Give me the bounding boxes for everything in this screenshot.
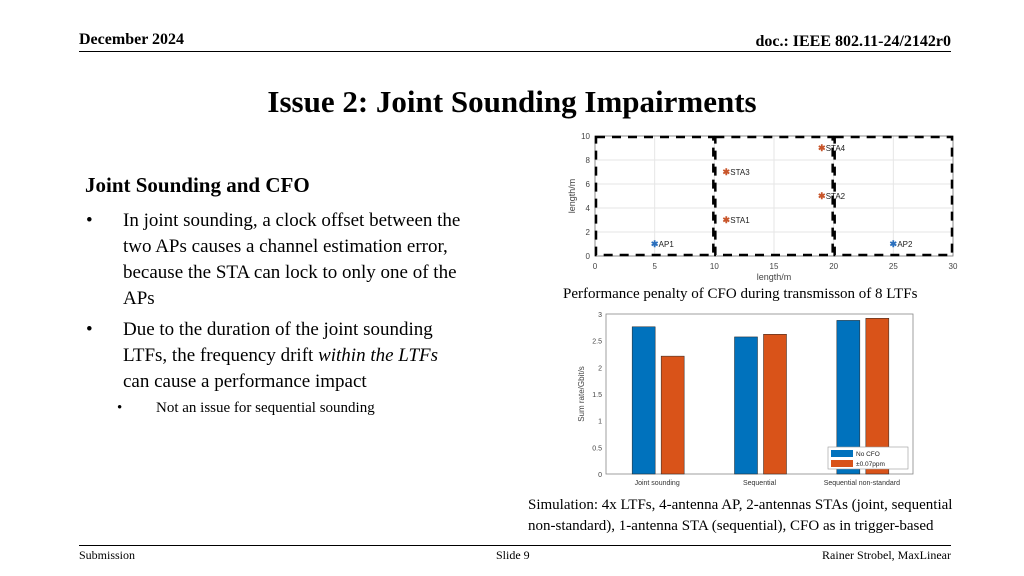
header-date: December 2024: [79, 31, 184, 48]
bar: [865, 318, 890, 475]
point-marker: ✱: [722, 215, 730, 225]
y-tick-label: 4: [586, 204, 591, 213]
x-tick-label: 30: [949, 262, 958, 271]
bullet-2-line-2: LTFs, the frequency drift within the LTF…: [123, 343, 523, 369]
bullet-2-line-3: can cause a performance impact: [123, 371, 367, 392]
y-tick-label: 3: [598, 312, 602, 319]
point-label: STA2: [826, 192, 846, 201]
category-label: Sequential non-standard: [824, 480, 900, 487]
category-label: Sequential: [743, 480, 777, 487]
point-marker: ✱: [722, 167, 730, 177]
caption-bottom: Simulation: 4x LTFs, 4-antenna AP, 2-ant…: [528, 495, 952, 537]
slide-title: Issue 2: Joint Sounding Impairments: [267, 84, 757, 119]
bar: [631, 326, 656, 475]
legend-swatch: [831, 450, 853, 457]
bullet-1: In joint sounding, a clock offset betwee…: [123, 208, 523, 312]
bar: [734, 336, 758, 475]
sub-bullet: Not an issue for sequential sounding: [156, 400, 375, 416]
caption-top: Performance penalty of CFO during transm…: [563, 286, 918, 302]
x-tick-label: 20: [829, 262, 838, 271]
footer-slide-number: Slide 9: [496, 548, 530, 562]
dashed-region: [833, 135, 954, 257]
footer-rule: [79, 545, 951, 546]
bullet-2: Due to the duration of the joint soundin…: [123, 317, 523, 395]
y-tick-label: 10: [581, 132, 590, 141]
bullet-2-line-1: Due to the duration of the joint soundin…: [123, 319, 433, 340]
bullet-2-italic: within the LTFs: [318, 345, 439, 366]
section-title: Joint Sounding and CFO: [85, 173, 310, 197]
y-tick-label: 2: [586, 228, 591, 237]
bullet-1-line-3: because the STA can lock to only one of …: [123, 262, 457, 283]
point-label: STA3: [730, 168, 750, 177]
legend-label: ±0.07ppm: [856, 461, 885, 468]
y-tick-label: 0.5: [592, 445, 602, 452]
bar: [660, 355, 685, 475]
y-tick-label: 1.5: [592, 392, 602, 399]
point-marker: ✱: [651, 239, 659, 249]
legend-swatch: [831, 460, 853, 467]
legend-label: No CFO: [856, 451, 880, 458]
x-tick-label: 0: [593, 262, 598, 271]
caption-bottom-line-2: non-standard), 1-antenna STA (sequential…: [528, 518, 934, 534]
y-tick-label: 2.5: [592, 339, 602, 346]
x-tick-label: 25: [889, 262, 898, 271]
point-label: STA4: [826, 144, 846, 153]
dashed-region: [714, 135, 834, 257]
bullet-2-text-b: LTFs, the frequency drift: [123, 345, 319, 366]
caption-bottom-line-1: Simulation: 4x LTFs, 4-antenna AP, 2-ant…: [528, 497, 953, 513]
point-marker: ✱: [818, 143, 826, 153]
y-axis-label: Sum rate/Gbit/s: [577, 366, 586, 422]
bullet-1-line-4: APs: [123, 288, 155, 309]
point-marker: ✱: [890, 239, 898, 249]
bullet-1-line-2: two APs causes a channel estimation erro…: [123, 236, 448, 257]
y-tick-label: 0: [586, 252, 591, 261]
footer-submission: Submission: [79, 548, 136, 562]
y-tick-label: 0: [598, 472, 602, 479]
y-tick-label: 2: [598, 365, 602, 372]
x-tick-label: 5: [652, 262, 657, 271]
y-tick-label: 1: [598, 419, 602, 426]
bar: [836, 320, 861, 475]
y-tick-label: 6: [586, 180, 591, 189]
x-tick-label: 15: [770, 262, 779, 271]
x-tick-label: 10: [710, 262, 719, 271]
point-label: AP1: [659, 240, 675, 249]
bullet-glyph-2: •: [86, 319, 93, 340]
header-rule: [79, 51, 951, 52]
x-axis-label: length/m: [757, 272, 792, 282]
sub-bullet-glyph: •: [117, 400, 123, 416]
bar: [763, 334, 787, 475]
point-label: STA1: [730, 216, 750, 225]
y-tick-label: 8: [586, 156, 591, 165]
point-label: AP2: [897, 240, 913, 249]
bullet-glyph-1: •: [86, 210, 93, 231]
dashed-region: [594, 135, 715, 257]
sum-rate-bar-chart: 0 0.5 1 1.5 2 2.5 3 Sum rate/Gbit/s Joint soundi…: [577, 312, 914, 487]
category-label: Joint sounding: [635, 480, 680, 487]
header-doc-id: doc.: IEEE 802.11-24/2142r0: [755, 33, 951, 50]
y-axis-label: length/m: [567, 179, 577, 214]
point-marker: ✱: [818, 191, 826, 201]
bullet-1-line-1: In joint sounding, a clock offset betwee…: [123, 210, 461, 231]
footer-author: Rainer Strobel, MaxLinear: [822, 548, 951, 562]
